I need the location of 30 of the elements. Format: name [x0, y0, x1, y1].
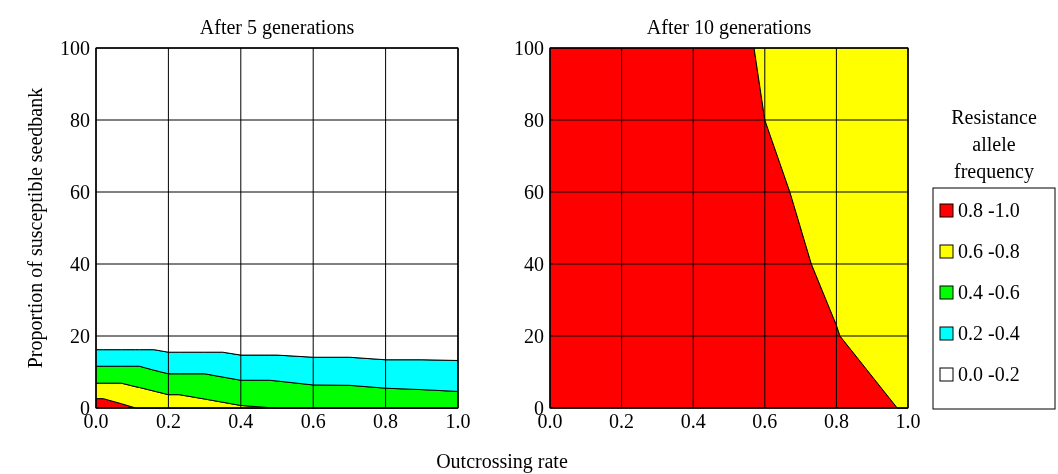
- y-tick-label: 20: [70, 325, 90, 347]
- legend-label: 0.0 -0.2: [958, 363, 1020, 385]
- x-tick-label: 0.6: [300, 410, 326, 432]
- chart-title: After 10 generations: [646, 16, 812, 39]
- x-tick-label: 0.8: [373, 410, 399, 432]
- y-tick-label: 80: [524, 109, 544, 131]
- y-tick-label: 60: [524, 181, 544, 203]
- x-tick-label: 1.0: [445, 410, 471, 432]
- x-tick-label: 0.2: [155, 410, 181, 432]
- x-tick-label: 0.4: [228, 410, 254, 432]
- x-tick-label: 0.6: [752, 410, 778, 432]
- y-tick-label: 100: [514, 37, 544, 59]
- y-axis-title: Proportion of susceptible seedbank: [24, 87, 47, 369]
- x-axis-title: Outcrossing rate: [436, 450, 568, 473]
- y-tick-label: 60: [70, 181, 90, 203]
- x-tick-label: 0.2: [609, 410, 635, 432]
- y-tick-label: 40: [70, 253, 90, 275]
- legend-title: Resistance allele frequency: [951, 106, 1037, 183]
- y-tick-label: 80: [70, 109, 90, 131]
- chart-title: After 5 generations: [199, 16, 355, 39]
- legend-label: 0.2 -0.4: [958, 322, 1020, 344]
- legend-label: 0.8 -1.0: [958, 199, 1020, 221]
- x-tick-label: 0.4: [680, 410, 706, 432]
- legend-label: 0.4 -0.6: [958, 281, 1020, 303]
- y-tick-label: 40: [524, 253, 544, 275]
- x-tick-label: 1.0: [895, 410, 921, 432]
- x-tick-label: 0.8: [823, 410, 849, 432]
- legend-label: 0.6 -0.8: [958, 240, 1020, 262]
- y-tick-label: 100: [60, 37, 90, 59]
- y-tick-label: 20: [524, 325, 544, 347]
